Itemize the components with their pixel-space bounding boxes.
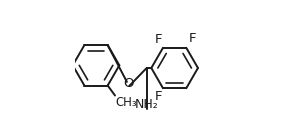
Text: F: F	[155, 90, 162, 103]
Text: F: F	[189, 32, 197, 45]
Text: F: F	[155, 33, 162, 46]
Text: O: O	[123, 78, 133, 90]
Text: NH₂: NH₂	[135, 98, 158, 111]
Text: CH₃: CH₃	[115, 96, 137, 109]
